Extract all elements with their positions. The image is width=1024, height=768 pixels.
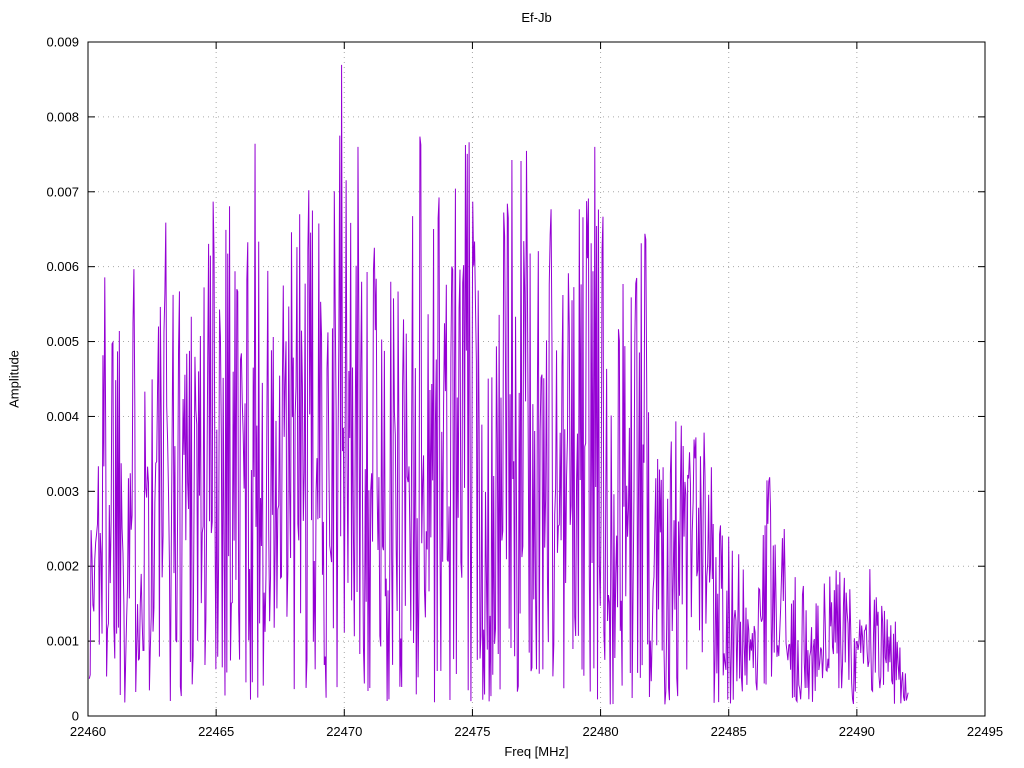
y-tick-label: 0.005 <box>46 334 79 349</box>
data-series-path <box>88 64 909 705</box>
y-tick-label: 0.009 <box>46 35 79 50</box>
x-tick-label: 22485 <box>711 724 747 739</box>
x-tick-label: 22480 <box>582 724 618 739</box>
y-tick-label: 0.006 <box>46 259 79 274</box>
y-tick-label: 0.004 <box>46 409 79 424</box>
y-axis-label: Amplitude <box>6 350 22 408</box>
y-tick-label: 0 <box>72 709 79 724</box>
x-tick-label: 22475 <box>454 724 490 739</box>
x-tick-label: 22470 <box>326 724 362 739</box>
x-axis-label: Freq [MHz] <box>504 744 569 759</box>
x-tick-label: 22460 <box>70 724 106 739</box>
y-tick-label: 0.007 <box>46 184 79 199</box>
chart-title: Ef-Jb <box>521 10 552 25</box>
plot-border <box>87 41 986 717</box>
y-tick-label: 0.001 <box>46 634 79 649</box>
y-tick-label: 0.002 <box>46 559 79 574</box>
y-tick-label: 0.008 <box>46 109 79 124</box>
y-tick-label: 0.003 <box>46 484 79 499</box>
x-tick-label: 22490 <box>839 724 875 739</box>
x-tick-label: 22465 <box>198 724 234 739</box>
x-tick-label: 22495 <box>967 724 1003 739</box>
